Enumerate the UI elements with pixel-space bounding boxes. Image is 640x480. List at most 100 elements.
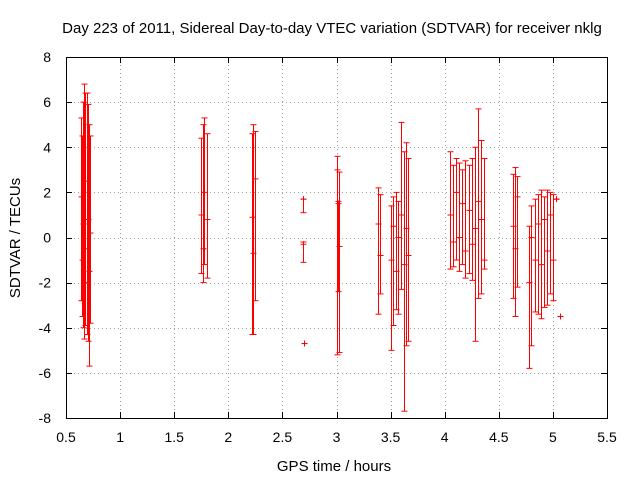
data-point-marker [300, 241, 307, 248]
error-bar-point [550, 194, 557, 302]
data-point-marker [301, 340, 308, 347]
error-bar-point [252, 130, 259, 302]
data-point-marker [472, 225, 479, 232]
data-point-marker [456, 234, 463, 241]
error-bar-point [459, 169, 466, 266]
error-bar-point [87, 135, 94, 324]
data-point-marker [466, 207, 473, 214]
data-point-marker [450, 239, 457, 246]
data-point-marker [252, 175, 259, 182]
data-point-marker [544, 248, 551, 255]
data-point-marker [377, 252, 384, 259]
data-point-marker [398, 211, 405, 218]
y-tick-label: -8 [39, 410, 52, 426]
error-bar-point [395, 200, 402, 315]
data-point-marker [395, 234, 402, 241]
y-axis-tick-labels: -8 -6 -4 -2 0 2 4 6 8 [39, 49, 52, 426]
error-bar-point [86, 124, 93, 367]
error-bar-point [553, 196, 560, 203]
error-bar-point [478, 139, 485, 295]
y-tick-label: 4 [43, 139, 51, 155]
data-point-marker [336, 243, 343, 250]
error-bar-point [200, 124, 207, 284]
error-bar-point [81, 83, 88, 340]
data-point-marker [459, 200, 466, 207]
data-point-marker [541, 216, 548, 223]
error-bar-point [544, 189, 551, 306]
data-point-marker [478, 216, 485, 223]
error-bar-point [456, 162, 463, 272]
error-bar-point [377, 194, 384, 295]
x-tick-label: 5 [549, 429, 557, 445]
x-tick-label: 3.5 [381, 429, 401, 445]
data-point-marker [390, 223, 397, 230]
x-tick-label: 2 [224, 429, 232, 445]
data-point-marker [453, 189, 460, 196]
x-tick-label: 1.5 [164, 429, 184, 445]
data-point-marker [553, 196, 560, 203]
error-bar-point [204, 133, 211, 279]
y-tick-label: 8 [43, 49, 51, 65]
error-bar-point [547, 191, 554, 295]
data-point-marker [535, 220, 542, 227]
error-bar-point [390, 196, 397, 326]
error-bar-point [541, 196, 548, 308]
x-tick-label: 5.5 [597, 429, 617, 445]
x-axis-label: GPS time / hours [277, 458, 391, 475]
data-point-marker [557, 313, 564, 320]
y-axis-label: SDTVAR / TECUs [7, 178, 24, 298]
x-axis-tick-labels: 0.5 1 1.5 2 2.5 3 3.5 4 4.5 5 5.5 [56, 429, 617, 445]
error-bar-point [249, 133, 256, 336]
data-point-marker [200, 245, 207, 252]
error-bar-point [300, 196, 307, 214]
data-point-marker [201, 189, 208, 196]
error-bar-point [535, 194, 542, 315]
error-bar-point [557, 313, 564, 320]
data-point-marker [86, 268, 93, 275]
data-point-marker [447, 211, 454, 218]
error-bar-point [475, 108, 482, 299]
chart-title: Day 223 of 2011, Sidereal Day-to-day VTE… [62, 20, 602, 37]
data-point-marker [405, 252, 412, 259]
error-bar-point [469, 158, 476, 281]
y-tick-label: -4 [39, 320, 52, 336]
error-bar-point [405, 158, 412, 342]
error-bar-point [201, 117, 208, 266]
data-point-marker [514, 193, 521, 200]
data-point-marker [300, 196, 307, 203]
data-point-marker [550, 257, 557, 264]
data-point-marker [204, 216, 211, 223]
x-tick-label: 1 [116, 429, 124, 445]
data-point-marker [532, 257, 539, 264]
data-point-marker [249, 214, 256, 221]
data-point-marker [481, 257, 488, 264]
y-tick-label: 2 [43, 184, 51, 200]
y-tick-label: -2 [39, 275, 52, 291]
data-point-marker [462, 248, 469, 255]
error-bar-point [528, 205, 535, 347]
data-point-marker [87, 229, 94, 236]
error-bar-point [336, 171, 343, 354]
error-bar-point [481, 158, 488, 270]
error-bar-point [462, 160, 469, 279]
data-point-marker [538, 261, 545, 268]
data-point-marker [547, 211, 554, 218]
y-tick-label: 6 [43, 94, 51, 110]
error-bar-point [532, 198, 539, 313]
grid-lines [66, 57, 607, 418]
x-tick-label: 4 [441, 429, 449, 445]
error-bar-point [514, 176, 521, 288]
data-point-marker [81, 279, 88, 286]
y-tick-label: 0 [43, 230, 51, 246]
error-bar-point [450, 164, 457, 268]
y-tick-label: -6 [39, 365, 52, 381]
error-bar-point [538, 189, 545, 320]
x-tick-label: 0.5 [56, 429, 76, 445]
axis-ticks [66, 57, 608, 419]
data-point-marker [469, 241, 476, 248]
data-point-marker [528, 234, 535, 241]
x-tick-label: 4.5 [489, 429, 509, 445]
error-bar-point [300, 241, 307, 263]
error-bar-point [472, 146, 479, 342]
